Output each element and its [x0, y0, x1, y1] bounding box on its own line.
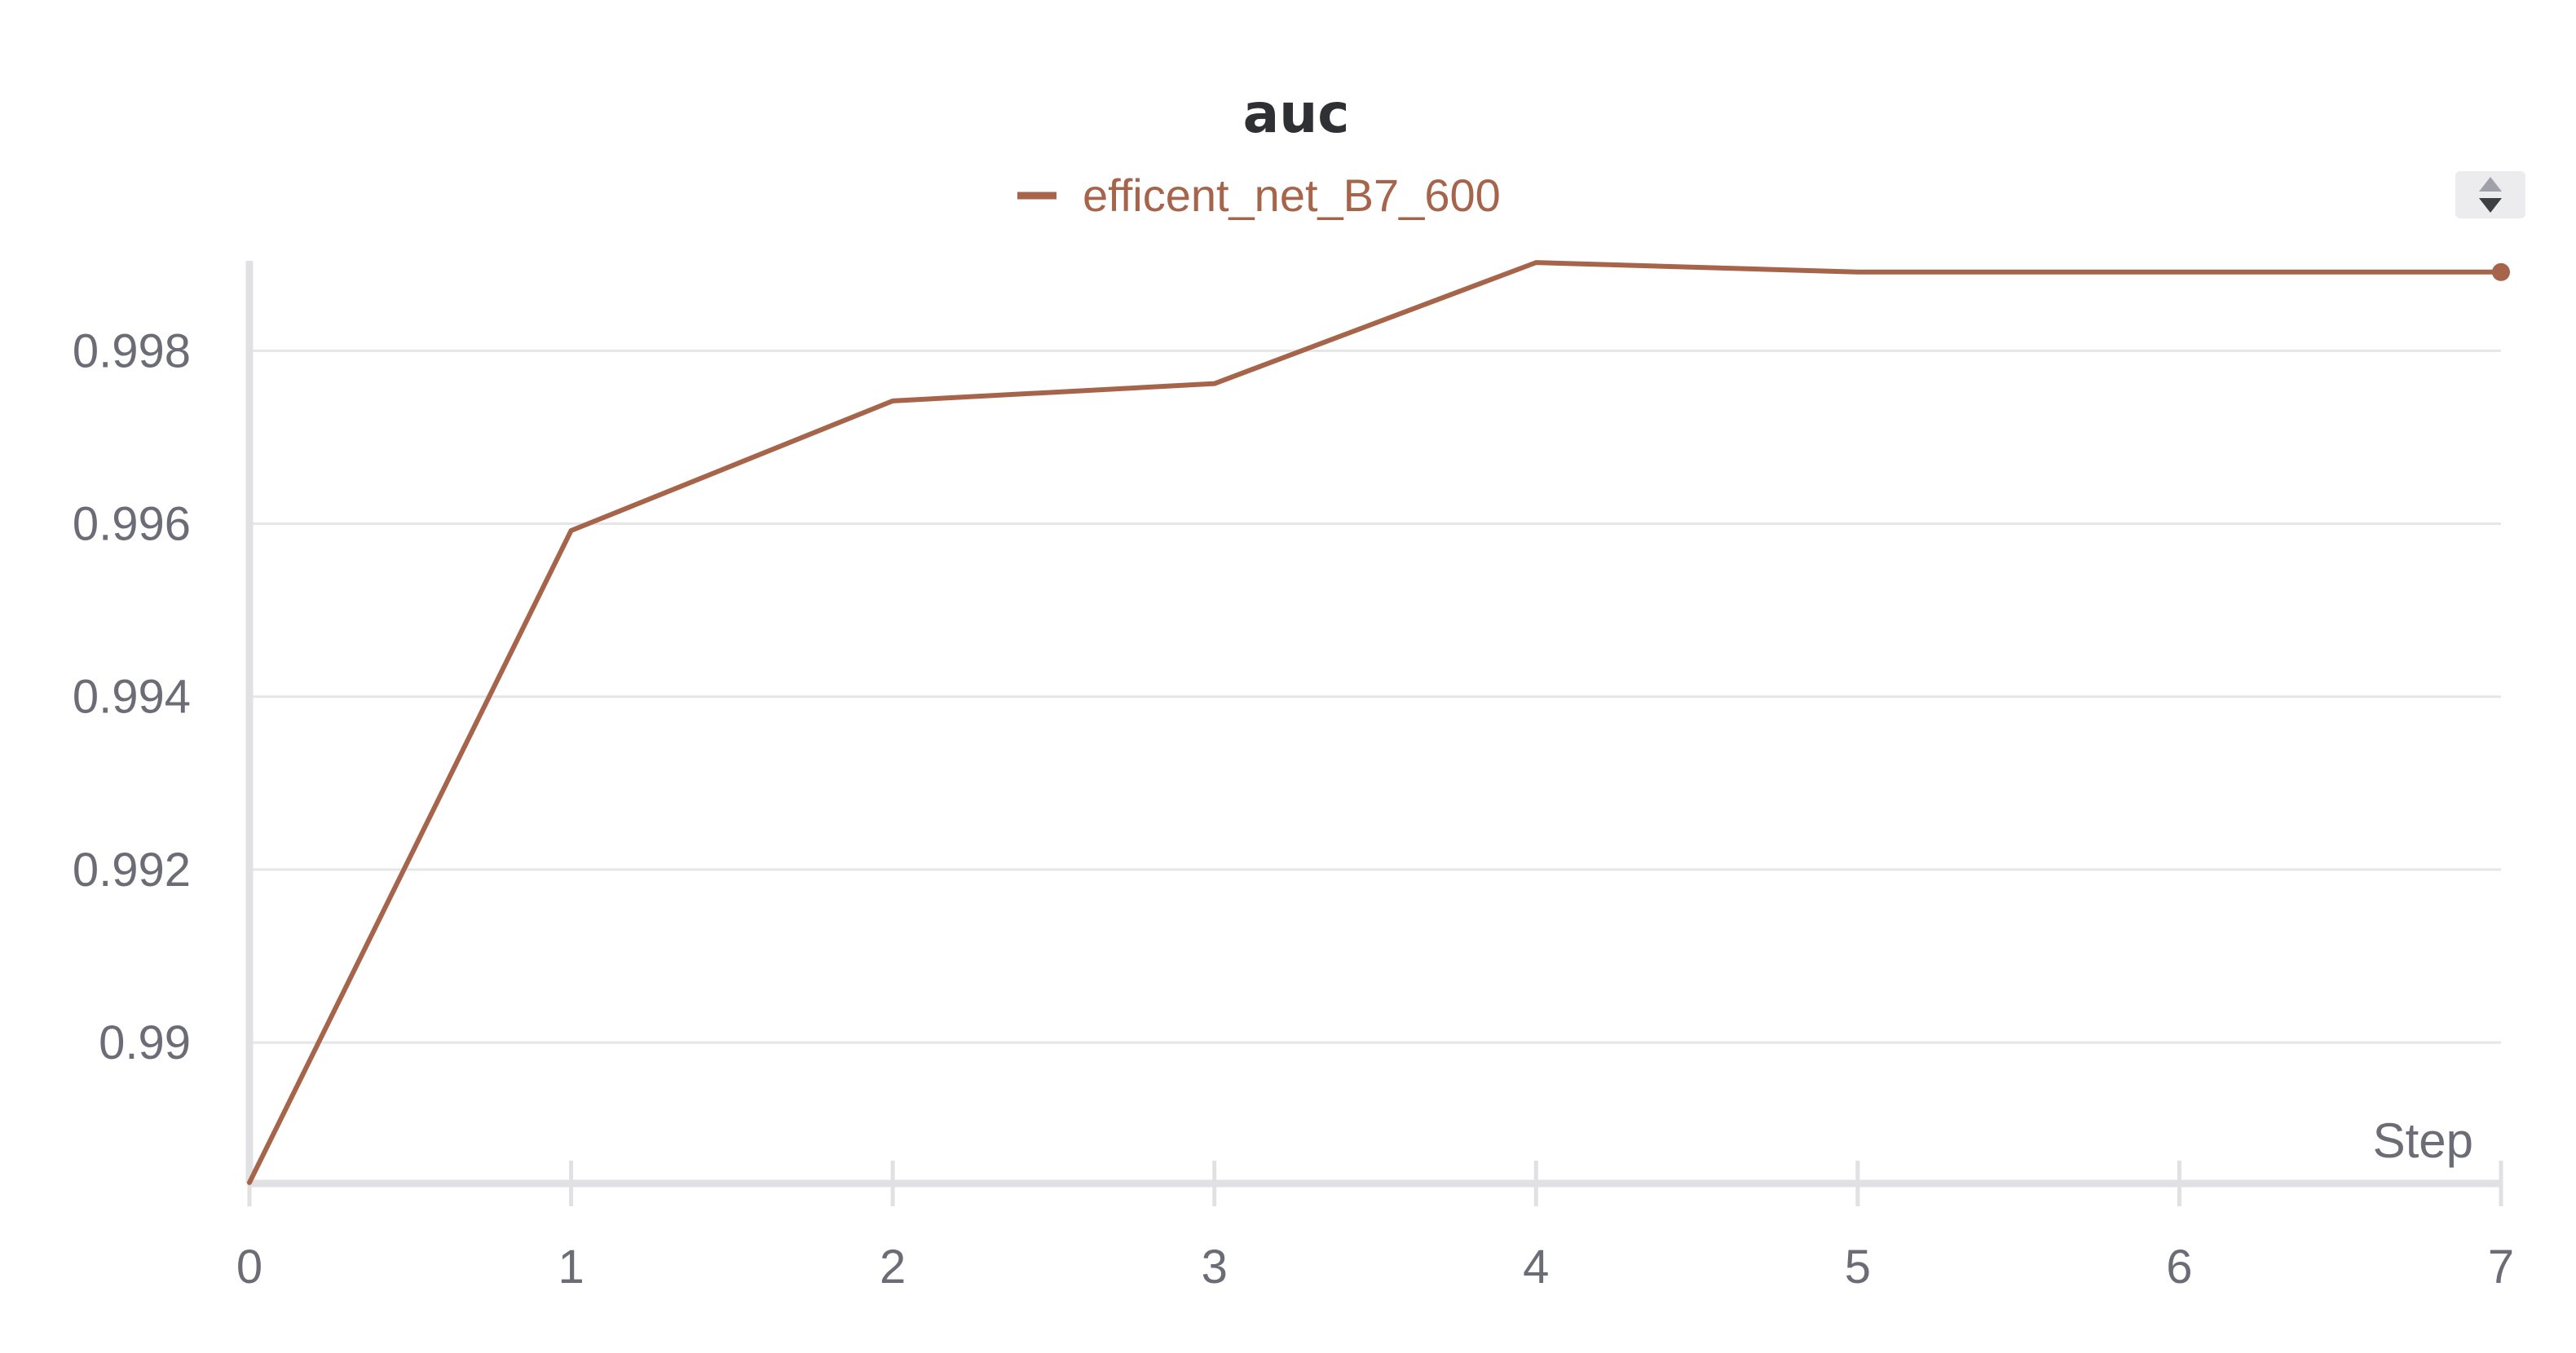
x-tick-label: 5: [1845, 1241, 1871, 1294]
chart-title: auc: [1243, 82, 1350, 145]
y-axis: 0.99 0.992 0.994 0.996 0.998: [73, 324, 191, 1069]
legend-label: efficent_net_B7_600: [1083, 170, 1501, 221]
sort-down-icon: [2479, 198, 2502, 213]
x-tick-label: 6: [2166, 1241, 2192, 1294]
x-tick-label: 4: [1523, 1241, 1549, 1294]
series-line[interactable]: [247, 260, 2503, 1185]
x-tick-label: 3: [1202, 1241, 1228, 1294]
x-tick-label: 0: [236, 1241, 262, 1294]
series-area: [247, 260, 2510, 1185]
legend[interactable]: efficent_net_B7_600: [1017, 170, 1501, 221]
x-tick-label: 7: [2488, 1241, 2514, 1294]
x-axis-label: Step: [2373, 1113, 2473, 1168]
x-tick-label: 1: [558, 1241, 584, 1294]
y-tick-label: 0.99: [99, 1016, 191, 1069]
series-end-point[interactable]: [2492, 262, 2510, 281]
x-tick-label: 2: [880, 1241, 906, 1294]
y-tick-label: 0.998: [73, 324, 191, 377]
sort-up-icon: [2479, 177, 2502, 192]
y-tick-label: 0.992: [73, 844, 191, 897]
x-axis: 0 1 2 3 4 5 6 7: [236, 1161, 2514, 1294]
sort-toggle-button[interactable]: [2455, 171, 2525, 218]
y-tick-label: 0.994: [73, 671, 191, 724]
y-tick-label: 0.996: [73, 498, 191, 551]
gridlines: [249, 349, 2501, 1044]
